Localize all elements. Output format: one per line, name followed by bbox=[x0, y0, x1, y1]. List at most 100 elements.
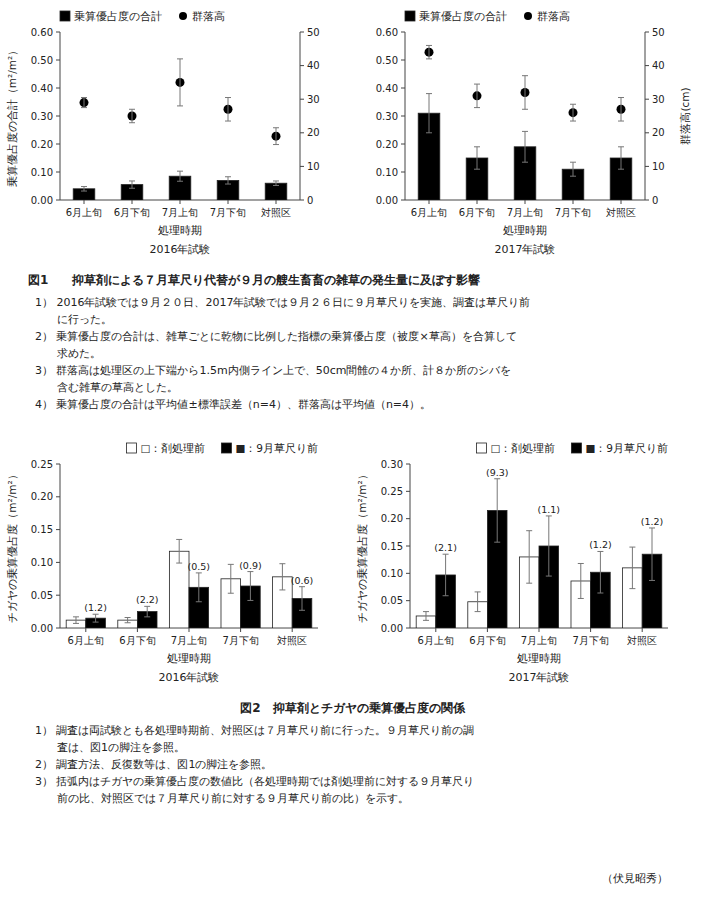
footer: （伏見昭秀） bbox=[602, 872, 668, 885]
note: 1） 2016年試験では９月２０日、2017年試験では９月２６日に９月草尺りを実… bbox=[35, 296, 530, 309]
y-tick-label: 0.20 bbox=[381, 513, 403, 524]
subtitle: 2016年試験 bbox=[159, 671, 220, 684]
legend-label: 乗算優占度の合計 bbox=[419, 10, 507, 22]
y-tick bbox=[401, 88, 405, 89]
error-bar bbox=[526, 531, 532, 583]
error-bar bbox=[597, 551, 603, 593]
error-bar bbox=[299, 587, 305, 611]
legend: 乗算優占度の合計 群落高 bbox=[60, 10, 225, 22]
legend: □：剤処理前■：9月草尺り前 bbox=[126, 442, 318, 454]
y-tick-label: 0.30 bbox=[31, 111, 53, 122]
legend-label: 群落高 bbox=[192, 10, 225, 22]
y-tick bbox=[56, 88, 60, 89]
y-tick bbox=[406, 464, 410, 465]
note: 2） 調査方法、反復数等は、図1の脚注を参照。 bbox=[35, 758, 273, 771]
error-bar bbox=[618, 98, 624, 122]
error-bar bbox=[129, 109, 135, 122]
y-axis bbox=[410, 464, 411, 628]
error-bar bbox=[144, 606, 150, 616]
y-tick bbox=[56, 200, 60, 201]
y-tick bbox=[401, 32, 405, 33]
y-tick bbox=[401, 116, 405, 117]
y-tick-label: 0.20 bbox=[376, 139, 398, 150]
error-bar bbox=[618, 147, 624, 169]
x-axis-label: 処理時期 bbox=[158, 224, 202, 237]
y-tick-label: 0.30 bbox=[376, 111, 398, 122]
y-tick bbox=[56, 60, 60, 61]
error-bar bbox=[225, 98, 231, 122]
note: 4） 乗算優占度の合計は平均値±標準誤差（n=4）、群落高は平均値（n=4）。 bbox=[35, 398, 431, 411]
x-tick-label: 6月上旬 bbox=[66, 207, 102, 218]
y-tick-label: 0.30 bbox=[381, 459, 403, 470]
x-tick bbox=[84, 200, 85, 204]
y-tick-label: 0.10 bbox=[376, 167, 398, 178]
bar-annotation: (1.2) bbox=[84, 602, 107, 613]
y2-tick-label: 20 bbox=[652, 127, 665, 138]
error-bar bbox=[176, 539, 182, 563]
y-tick-label: 0.05 bbox=[31, 590, 53, 601]
error-bar bbox=[578, 563, 584, 598]
y-tick bbox=[406, 628, 410, 629]
subtitle: 2017年試験 bbox=[509, 671, 570, 684]
y2-tick-label: 0 bbox=[307, 195, 313, 206]
y2-tick bbox=[645, 200, 649, 201]
y-axis-label: チガヤの乗算優占度（m²/m²） bbox=[6, 469, 18, 622]
x-tick bbox=[573, 200, 574, 204]
x-tick bbox=[477, 200, 478, 204]
y2-tick bbox=[645, 166, 649, 167]
bar-annotation: (0.5) bbox=[188, 561, 211, 572]
x-tick-label: 7月上旬 bbox=[507, 207, 543, 218]
y2-tick bbox=[300, 166, 304, 167]
x-tick bbox=[292, 628, 293, 632]
note: 2） 乗算優占度の合計は、雑草ごとに乾物に比例した指標の乗算優占度（被度×草高）… bbox=[35, 330, 517, 343]
y-tick-label: 0.50 bbox=[376, 55, 398, 66]
y-axis bbox=[60, 464, 61, 628]
y2-tick-label: 10 bbox=[652, 161, 665, 172]
y2-axis bbox=[300, 32, 301, 200]
error-bar bbox=[494, 479, 500, 542]
legend-swatch bbox=[524, 12, 532, 20]
note: 査は、図1の脚注を参照。 bbox=[35, 741, 185, 754]
x-tick bbox=[487, 628, 488, 632]
x-tick-label: 6月下旬 bbox=[119, 635, 155, 646]
legend-label: 乗算優占度の合計 bbox=[74, 10, 162, 22]
y2-tick bbox=[645, 132, 649, 133]
y-tick-label: 0.05 bbox=[381, 595, 403, 606]
y-tick bbox=[56, 628, 60, 629]
y-tick-label: 0.15 bbox=[31, 524, 53, 535]
y2-axis-label: 群落高(cm) bbox=[679, 87, 691, 144]
x-tick bbox=[642, 628, 643, 632]
note: に行った。 bbox=[35, 313, 112, 326]
y-tick bbox=[401, 60, 405, 61]
x-tick-label: 6月下旬 bbox=[469, 635, 505, 646]
x-tick bbox=[276, 200, 277, 204]
x-tick bbox=[132, 200, 133, 204]
subtitle: 2017年試験 bbox=[495, 243, 556, 256]
x-tick-label: 7月下旬 bbox=[572, 635, 608, 646]
y-axis bbox=[405, 32, 406, 200]
y-tick-label: 0.10 bbox=[31, 557, 53, 568]
y-tick-label: 0.20 bbox=[31, 139, 53, 150]
y-tick bbox=[56, 464, 60, 465]
y-tick-label: 0.60 bbox=[31, 27, 53, 38]
legend-swatch bbox=[476, 443, 486, 453]
y-tick-label: 0.40 bbox=[376, 83, 398, 94]
x-tick-label: 7月上旬 bbox=[171, 635, 207, 646]
plot-area bbox=[418, 45, 632, 200]
x-tick-label: 7月下旬 bbox=[222, 635, 258, 646]
y-tick bbox=[401, 144, 405, 145]
y-tick-label: 0.15 bbox=[381, 541, 403, 552]
error-bar bbox=[247, 572, 253, 601]
chart: 0.000.050.100.150.200.250.306月上旬6月下旬7月上旬… bbox=[356, 442, 668, 885]
y2-tick-label: 50 bbox=[652, 27, 665, 38]
y2-tick bbox=[300, 132, 304, 133]
error-bar bbox=[273, 181, 279, 185]
note: 前の比、対照区では７月草尺り前に対する９月草尺り前の比）を示す。 bbox=[35, 792, 409, 805]
y-tick bbox=[406, 600, 410, 601]
y-tick bbox=[406, 546, 410, 547]
x-tick bbox=[539, 628, 540, 632]
error-bar bbox=[196, 573, 202, 602]
x-tick-label: 7月下旬 bbox=[555, 207, 591, 218]
error-bar bbox=[475, 592, 481, 612]
error-bar bbox=[522, 131, 528, 162]
